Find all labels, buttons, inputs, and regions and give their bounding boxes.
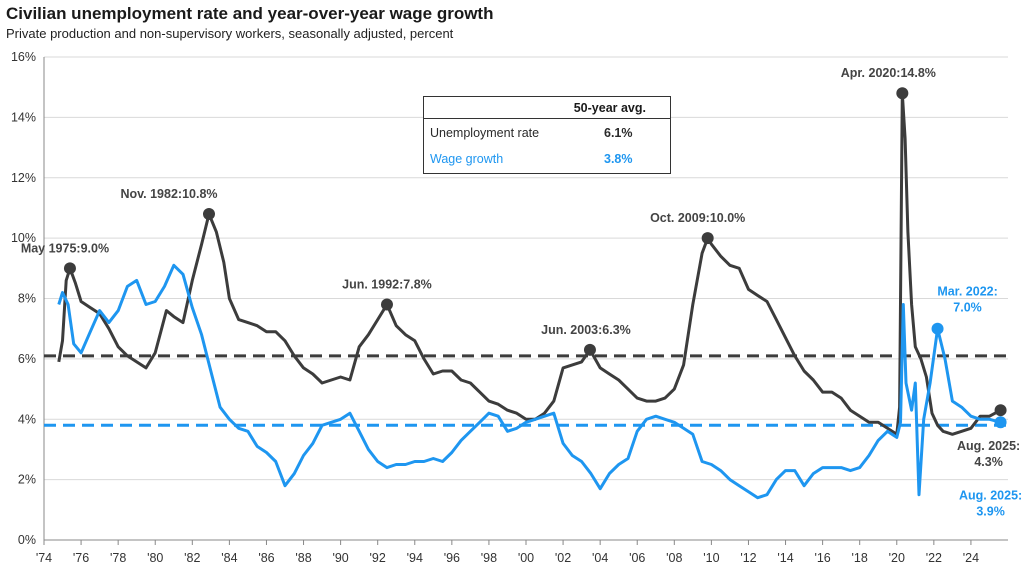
x-tick-label: '12 (740, 551, 756, 565)
annotation-label: Oct. 2009:10.0% (650, 211, 745, 225)
legend-row-wage-growth: Wage growth 3.8% (430, 152, 670, 170)
annotation-label: Apr. 2020:14.8% (841, 66, 936, 80)
x-tick-label: '76 (73, 551, 89, 565)
annotation-marker (583, 343, 596, 356)
x-tick-label: '74 (36, 551, 52, 565)
x-tick-label: '98 (481, 551, 497, 565)
x-tick-label: '02 (555, 551, 571, 565)
legend-table: 50-year avg. Unemployment rate 6.1% Wage… (423, 96, 671, 174)
x-tick-label: '08 (666, 551, 682, 565)
y-tick-label: 2% (18, 473, 36, 487)
y-tick-label: 12% (11, 171, 36, 185)
legend-label-unemployment: Unemployment rate (430, 126, 540, 140)
x-tick-label: '80 (147, 551, 163, 565)
x-tick-label: '92 (370, 551, 386, 565)
y-tick-label: 6% (18, 352, 36, 366)
x-tick-label: '96 (444, 551, 460, 565)
legend-header: 50-year avg. (424, 97, 670, 119)
x-tick-label: '88 (295, 551, 311, 565)
series-lines (57, 91, 1002, 500)
annotation-value: 7.0% (953, 301, 982, 315)
annotation-value: 4.3% (974, 455, 1003, 469)
x-tick-label: '16 (814, 551, 830, 565)
axis-ticks: 0% 2% 4% 6% 8% 10% 12% 14% 16% '74 '76 '78 '80 '82 '84… (11, 50, 979, 565)
x-tick-label: '86 (258, 551, 274, 565)
annotation-marker (701, 232, 714, 245)
x-tick-label: '84 (221, 551, 237, 565)
x-tick-label: '24 (963, 551, 979, 565)
annotation-label: Nov. 1982:10.8% (120, 187, 217, 201)
wage-growth-line (57, 263, 1001, 500)
annotation-marker (63, 262, 76, 275)
annotation-marker (931, 322, 944, 335)
x-tick-label: '94 (407, 551, 423, 565)
y-tick-label: 14% (11, 110, 36, 124)
x-tick-label: '10 (703, 551, 719, 565)
annotation-label: Aug. 2025: (957, 439, 1020, 453)
legend-row-unemployment: Unemployment rate 6.1% (430, 126, 670, 144)
annotation-marker (994, 404, 1007, 417)
annotation-label: May 1975:9.0% (21, 241, 109, 255)
y-tick-label: 0% (18, 533, 36, 547)
y-tick-label: 16% (11, 50, 36, 64)
annotation-marker (896, 87, 909, 100)
y-tick-label: 8% (18, 292, 36, 306)
x-tick-label: '22 (926, 551, 942, 565)
annotations: May 1975:9.0% Nov. 1982:10.8% Jun. 1992:7.… (21, 66, 1022, 518)
chart-subtitle: Private production and non-supervisory w… (6, 26, 454, 41)
legend-header-text: 50-year avg. (573, 101, 646, 115)
x-tick-label: '82 (184, 551, 200, 565)
x-tick-label: '14 (777, 551, 793, 565)
annotation-label: Jun. 2003:6.3% (541, 323, 631, 337)
x-tick-label: '78 (110, 551, 126, 565)
annotation-marker (994, 416, 1007, 429)
chart-title: Civilian unemployment rate and year-over… (6, 4, 494, 23)
annotation-value: 3.9% (976, 504, 1005, 518)
x-tick-label: '00 (518, 551, 534, 565)
y-tick-label: 10% (11, 231, 36, 245)
annotation-marker (380, 298, 393, 311)
x-tick-label: '18 (852, 551, 868, 565)
legend-value-wage-growth: 3.8% (604, 152, 633, 166)
average-lines (44, 354, 1008, 427)
x-tick-label: '04 (592, 551, 608, 565)
annotation-marker (202, 207, 215, 220)
x-tick-label: '20 (889, 551, 905, 565)
x-tick-label: '06 (629, 551, 645, 565)
annotation-label: Aug. 2025: (959, 488, 1022, 502)
y-tick-label: 4% (18, 412, 36, 426)
legend-label-wage-growth: Wage growth (430, 152, 504, 166)
annotation-label: Jun. 1992:7.8% (342, 278, 432, 292)
annotation-label: Mar. 2022: (937, 285, 997, 299)
x-tick-label: '90 (332, 551, 348, 565)
legend-value-unemployment: 6.1% (604, 126, 633, 140)
